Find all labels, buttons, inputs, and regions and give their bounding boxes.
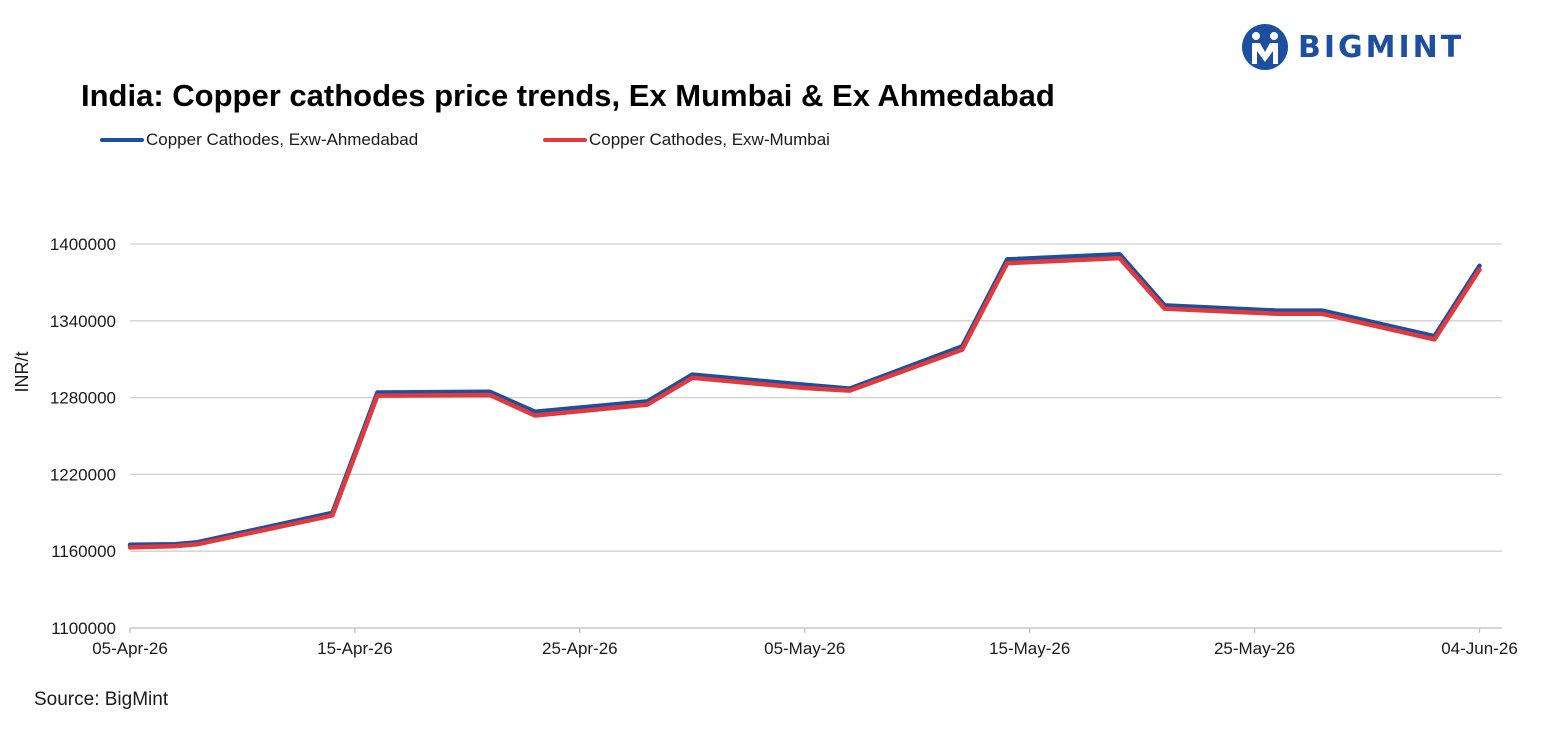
series-line-ahmedabad [127,251,1482,548]
source-note: Source: BigMint [34,689,169,710]
y-tick-label: 1220000 [50,465,116,484]
y-tick-label: 1280000 [50,389,116,408]
logo-text: BIGMINT [1298,29,1465,65]
legend-item-ahmedabad: Copper Cathodes, Exw-Ahmedabad [100,130,418,150]
bigmint-logo: BIGMINT [1240,22,1464,72]
y-tick-label: 1100000 [51,619,116,638]
legend-label-ahmedabad: Copper Cathodes, Exw-Ahmedabad [146,130,419,149]
y-tick-label: 1160000 [51,542,116,561]
x-tick-label: 25-May-26 [1214,639,1295,658]
chart-title: India: Copper cathodes price trends, Ex … [81,78,1055,113]
x-tick-label: 04-Jun-26 [1441,639,1518,658]
x-tick-label: 05-Apr-26 [92,639,168,658]
gridlines [130,243,1502,552]
y-tick-label: 1340000 [50,312,116,331]
x-tick-label: 05-May-26 [764,639,845,658]
y-axis-label: INR/t [12,351,32,392]
series-lines [127,251,1482,550]
legend: Copper Cathodes, Exw-Ahmedabad Copper Ca… [0,130,1542,154]
legend-label-mumbai: Copper Cathodes, Exw-Mumbai [589,130,830,149]
tick-labels: 1100000 1160000 1220000 1280000 1340000 14000… [50,235,1518,658]
axes [129,627,1502,633]
x-tick-label: 15-Apr-26 [317,639,393,658]
series-line-mumbai [127,255,1482,550]
x-tick-label: 15-May-26 [989,639,1070,658]
y-tick-label: 1400000 [50,235,116,254]
x-tick-label: 25-Apr-26 [542,639,618,658]
legend-swatch-mumbai [543,138,587,142]
legend-swatch-ahmedabad [100,138,144,142]
bigmint-logo-icon [1242,24,1288,70]
legend-item-mumbai: Copper Cathodes, Exw-Mumbai [543,130,830,150]
